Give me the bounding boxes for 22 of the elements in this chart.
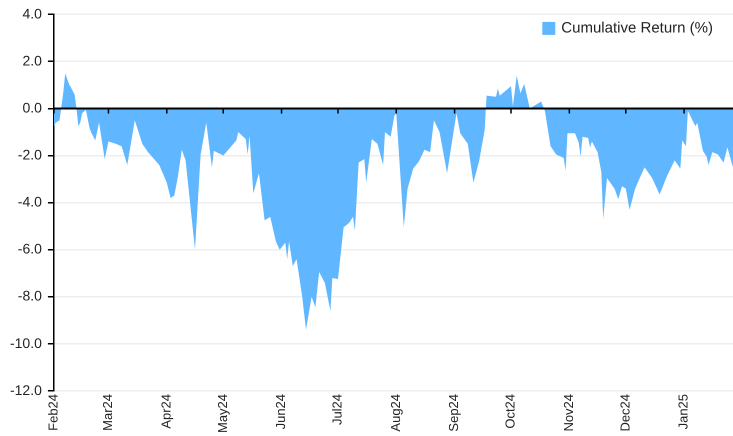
x-tick-label: Apr24 bbox=[158, 394, 174, 429]
legend-label: Cumulative Return (%) bbox=[561, 20, 714, 37]
y-tick-label: 0.0 bbox=[22, 99, 42, 116]
x-tick-label: Jul24 bbox=[330, 394, 345, 426]
y-tick-label: -6.0 bbox=[18, 240, 42, 257]
y-tick-label: 2.0 bbox=[22, 52, 42, 68]
y-tick-label: -10.0 bbox=[10, 334, 42, 351]
x-tick-label: May24 bbox=[214, 394, 230, 434]
x-tick-label: Jan25 bbox=[676, 394, 691, 430]
x-tick-label: Dec24 bbox=[617, 394, 632, 432]
x-tick-label: Jun24 bbox=[273, 394, 288, 430]
x-tick-label: Sep24 bbox=[446, 394, 462, 432]
x-tick-label: Nov24 bbox=[560, 394, 576, 432]
x-tick-label: Aug24 bbox=[388, 394, 403, 432]
y-tick-label: -2.0 bbox=[18, 146, 42, 162]
y-tick-label: -12.0 bbox=[10, 382, 42, 398]
x-tick-label: Mar24 bbox=[100, 394, 116, 431]
y-tick-label: 4.0 bbox=[22, 5, 42, 22]
y-tick-label: -8.0 bbox=[18, 288, 42, 304]
x-tick-label: Oct24 bbox=[502, 394, 518, 429]
x-tick-label: Feb24 bbox=[45, 394, 60, 431]
y-tick-label: -4.0 bbox=[18, 194, 42, 210]
